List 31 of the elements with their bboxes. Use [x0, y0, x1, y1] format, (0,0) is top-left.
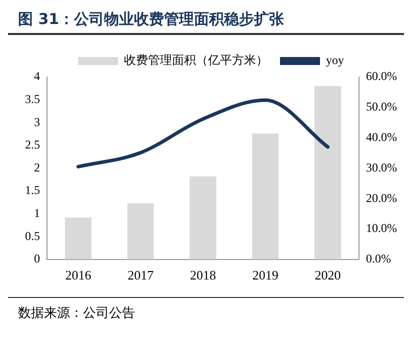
- bar: [252, 134, 279, 260]
- y-tick-label: 2.5: [25, 138, 40, 152]
- bar: [190, 176, 216, 260]
- legend-label: yoy: [326, 53, 344, 68]
- x-tick-label: 2020: [314, 268, 341, 283]
- y-tick-label: 3: [34, 114, 40, 129]
- y-tick-label: 2: [34, 160, 40, 174]
- x-tick-label: 2019: [252, 268, 278, 283]
- y2-tick-label: 0.0%: [366, 252, 392, 266]
- source-note: 数据来源：公司公告: [18, 305, 136, 322]
- y-tick-label: 0.5: [25, 228, 40, 243]
- x-tick-label: 2017: [128, 268, 154, 283]
- y2-tick-label: 50.0%: [366, 100, 398, 114]
- y-tick-label: 3.5: [25, 92, 40, 106]
- bar: [127, 203, 154, 260]
- line-series: [76, 98, 330, 168]
- y-tick-label: 1.5: [25, 183, 40, 198]
- y-tick-label: 1: [34, 206, 40, 220]
- bar: [314, 86, 342, 260]
- y2-tick-label: 60.0%: [366, 69, 398, 84]
- y2-tick-label: 10.0%: [366, 221, 398, 236]
- y2-tick-label: 30.0%: [366, 160, 398, 174]
- x-tick-label: 2016: [65, 268, 92, 283]
- chart-title: 图 31：公司物业收费管理面积稳步扩张: [8, 8, 404, 35]
- x-tick-label: 2018: [190, 268, 216, 283]
- y2-tick-label: 40.0%: [366, 130, 398, 144]
- bar: [64, 217, 92, 260]
- y-tick-label: 4: [34, 69, 40, 84]
- y-tick-label: 0: [34, 252, 40, 266]
- y2-tick-label: 20.0%: [366, 190, 398, 205]
- legend-label: 收费管理面积（亿平方米）: [124, 53, 268, 68]
